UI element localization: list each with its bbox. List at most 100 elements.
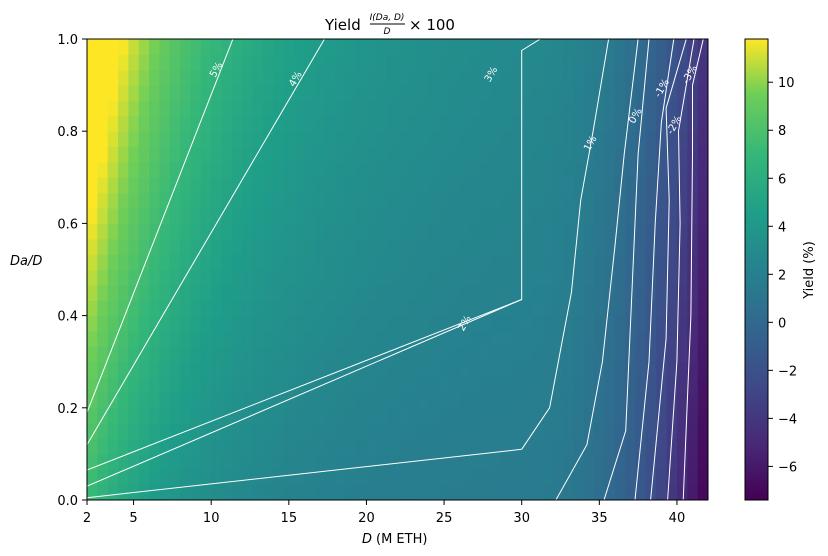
heatmap-cell [459, 39, 471, 55]
heatmap-cell [262, 115, 274, 132]
heatmap-cell [521, 300, 533, 317]
heatmap-cell [387, 284, 399, 301]
heatmap-cell [459, 407, 471, 424]
heatmap-cell [252, 361, 264, 378]
heatmap-cell [211, 208, 223, 224]
heatmap-cell [376, 269, 388, 286]
heatmap-cell [190, 85, 202, 102]
heatmap-cell [666, 131, 678, 148]
heatmap-cell [666, 392, 678, 409]
heatmap-cell [604, 131, 616, 148]
heatmap-cell [521, 392, 533, 409]
heatmap-cell [149, 131, 161, 148]
heatmap-cell [159, 377, 171, 394]
heatmap-cell [262, 300, 274, 317]
heatmap-cell [469, 330, 481, 347]
heatmap-cell [294, 438, 305, 455]
heatmap-cell [200, 330, 212, 347]
heatmap-cell [221, 377, 233, 394]
heatmap-cell [242, 284, 254, 301]
heatmap-cell [262, 254, 274, 271]
heatmap-cell [614, 346, 626, 363]
heatmap-cell [231, 161, 243, 178]
heatmap-cell [614, 254, 626, 271]
heatmap-cell [304, 392, 316, 409]
heatmap-cell [459, 238, 471, 255]
colorbar-label: Yield (%) [802, 241, 817, 300]
heatmap-cell [159, 392, 171, 409]
heatmap-cell [294, 100, 305, 117]
heatmap-cell [211, 330, 223, 347]
heatmap-cell [366, 453, 378, 470]
heatmap-cell [376, 223, 388, 240]
heatmap-cell [242, 100, 254, 117]
heatmap-cell [262, 146, 274, 163]
heatmap-cell [387, 177, 399, 194]
heatmap-cell [438, 177, 450, 194]
heatmap-cell [666, 177, 678, 194]
heatmap-cell [676, 131, 688, 148]
heatmap-cell [252, 100, 264, 117]
heatmap-cell [252, 407, 264, 424]
heatmap-cell [190, 453, 202, 470]
heatmap-cell [666, 146, 678, 163]
heatmap-cell [304, 115, 316, 132]
heatmap-cell [656, 330, 668, 347]
heatmap-cell [532, 438, 543, 455]
heatmap-cell [511, 54, 523, 71]
heatmap-cell [221, 284, 233, 301]
heatmap-cell [563, 453, 575, 470]
contour-line [634, 39, 675, 500]
heatmap-cell [397, 238, 409, 255]
heatmap-cell [376, 100, 388, 117]
heatmap-cell [345, 223, 357, 240]
heatmap-cell [511, 161, 523, 178]
heatmap-cell [459, 346, 471, 363]
heatmap-cell [397, 208, 409, 224]
heatmap-cell [469, 177, 481, 194]
heatmap-cell [407, 115, 419, 132]
heatmap-cell [532, 131, 543, 148]
heatmap-cell [625, 254, 637, 271]
heatmap-cell [459, 453, 471, 470]
heatmap-cell [511, 438, 523, 455]
heatmap-cell [625, 192, 637, 209]
heatmap-cell [438, 100, 450, 117]
heatmap-cell [304, 377, 316, 394]
heatmap-cell [625, 330, 637, 347]
colorbar-tick-label: −2 [778, 364, 797, 379]
heatmap-cell [552, 69, 564, 86]
heatmap-cell [490, 161, 502, 178]
heatmap-cell [480, 39, 492, 55]
heatmap-cell [594, 392, 606, 409]
heatmap-cell [335, 85, 347, 102]
heatmap-cell [552, 146, 564, 163]
heatmap-cell [480, 208, 492, 224]
heatmap-cell [521, 453, 533, 470]
heatmap-cell [573, 254, 585, 271]
heatmap-cell [563, 54, 575, 71]
heatmap-cell [511, 269, 523, 286]
heatmap-cell [242, 131, 254, 148]
heatmap-cell [583, 392, 595, 409]
heatmap-cell [97, 315, 109, 332]
heatmap-cell [190, 469, 202, 486]
heatmap-cell [304, 131, 316, 148]
heatmap-cell [666, 469, 678, 486]
heatmap-cell [614, 484, 626, 500]
heatmap-cell [107, 377, 119, 394]
heatmap-cell [407, 423, 419, 440]
heatmap-cell [542, 238, 554, 255]
heatmap-cell [180, 131, 192, 148]
heatmap-cell [697, 238, 708, 255]
heatmap-cell [345, 392, 357, 409]
heatmap-cell [180, 54, 192, 71]
heatmap-cell [511, 423, 523, 440]
heatmap-cell [490, 330, 502, 347]
heatmap-cell [159, 469, 171, 486]
heatmap-cell [583, 377, 595, 394]
heatmap-cell [200, 269, 212, 286]
heatmap-cell [138, 484, 150, 500]
heatmap-cell [149, 39, 161, 55]
heatmap-cell [118, 484, 129, 500]
